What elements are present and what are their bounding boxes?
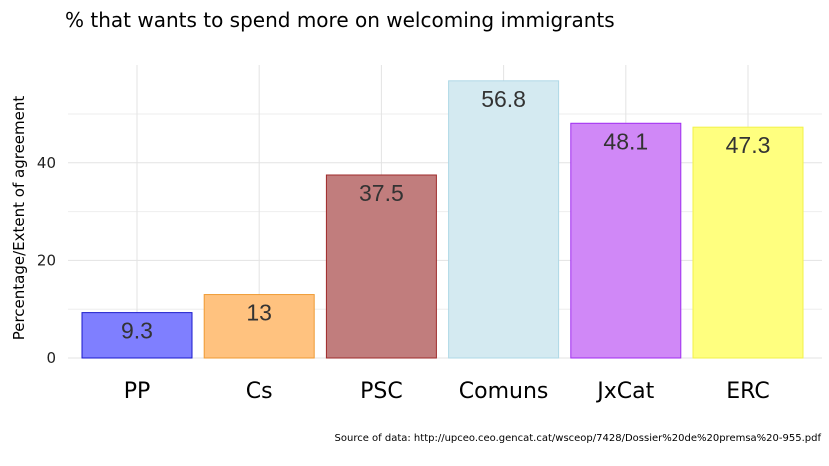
bar-cs [203,294,315,359]
grid [68,65,822,359]
bar-erc [692,126,804,359]
x-tick-pp: PP [124,379,151,404]
y-axis-label: Percentage/Extent of agreement [10,96,28,341]
data-label-erc: 47.3 [726,132,771,158]
x-axis-ticks: PP Cs PSC Comuns JxCat ERC [124,379,770,404]
x-tick-psc: PSC [360,379,403,404]
y-tick-label: 0 [46,349,56,367]
y-axis-ticks: 0 20 40 [37,154,56,367]
y-tick-label: 40 [37,154,56,172]
chart-title: % that wants to spend more on welcoming … [65,8,615,32]
bar-comuns [448,80,560,359]
x-tick-jxcat: JxCat [595,379,654,404]
data-label-jxcat: 48.1 [603,128,648,154]
data-label-cs: 13 [246,300,272,326]
data-label-pp: 9.3 [121,318,153,344]
bar-pp [81,312,193,359]
bars [81,80,804,359]
bar-psc [325,174,437,359]
y-tick-label: 20 [37,251,56,269]
data-labels: 9.3 13 37.5 56.8 48.1 47.3 [121,86,770,344]
x-tick-cs: Cs [246,379,273,404]
x-tick-erc: ERC [726,379,769,404]
bar-jxcat [570,122,682,359]
data-label-psc: 37.5 [359,180,404,206]
x-tick-comuns: Comuns [459,379,549,404]
data-label-comuns: 56.8 [481,86,526,112]
source-note: Source of data: http://upceo.ceo.gencat.… [335,433,822,444]
